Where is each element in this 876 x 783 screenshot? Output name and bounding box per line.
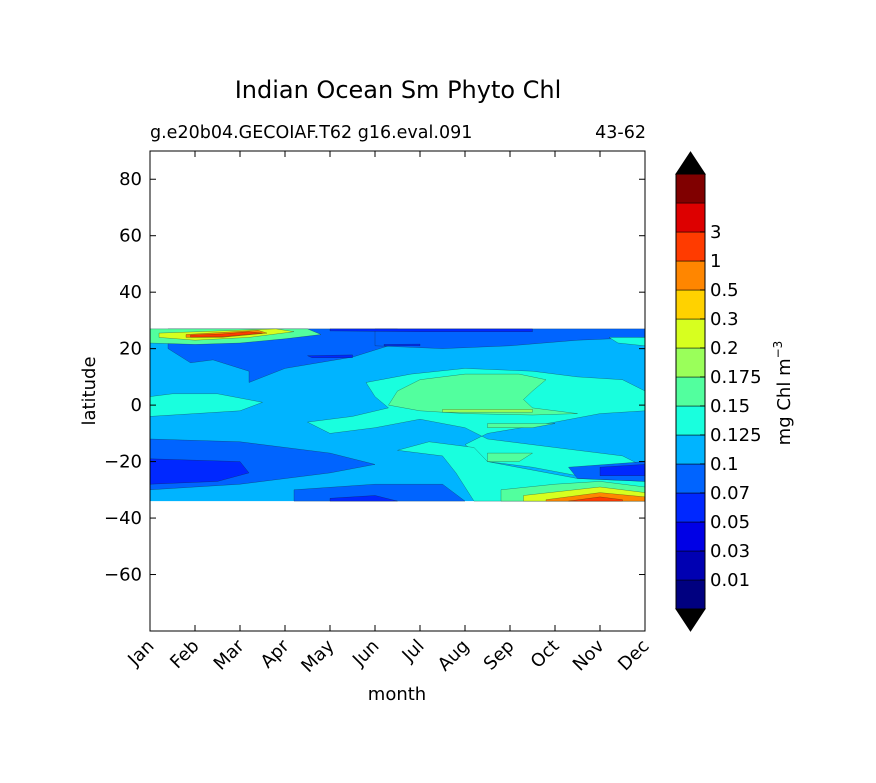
colorbar-segment bbox=[675, 231, 706, 262]
colorbar-segment bbox=[675, 434, 706, 465]
region-equator-green-3 bbox=[487, 452, 534, 462]
colorbar bbox=[675, 151, 706, 632]
colorbar-tick-label: 0.125 bbox=[710, 425, 762, 446]
colorbar-segment bbox=[675, 318, 706, 349]
colorbar-segment bbox=[675, 173, 706, 204]
y-tick-label: 20 bbox=[119, 339, 142, 360]
region-north-east-cyan bbox=[608, 337, 645, 347]
region-north-arabian-red bbox=[190, 331, 263, 338]
colorbar-segment bbox=[675, 202, 706, 233]
colorbar-tick-label: 0.1 bbox=[710, 454, 739, 475]
colorbar-extend-top bbox=[675, 151, 706, 175]
region-south-east-red bbox=[568, 496, 623, 502]
colorbar-segment bbox=[675, 260, 706, 291]
colorbar-tick-label: 1 bbox=[710, 251, 721, 272]
colorbar-segment bbox=[675, 521, 706, 552]
region-south-east-darker bbox=[599, 464, 645, 476]
y-tick-label: 0 bbox=[131, 395, 142, 416]
region-equator-cyan bbox=[306, 368, 645, 479]
colorbar-label: mg Chl m−3 bbox=[771, 341, 795, 446]
region-north-band-mid bbox=[374, 328, 645, 349]
colorbar-tick-label: 3 bbox=[710, 222, 721, 243]
x-tick-label: Apr bbox=[257, 635, 294, 672]
colorbar-segment bbox=[675, 405, 706, 436]
y-tick-label: −60 bbox=[104, 565, 142, 586]
colorbar-tick-label: 0.5 bbox=[710, 280, 739, 301]
x-tick-label: Jun bbox=[348, 636, 383, 671]
region-north-arabian-edge bbox=[329, 328, 533, 332]
region-equator-green-2 bbox=[487, 423, 556, 428]
region-south-east-orange bbox=[545, 492, 645, 502]
colorbar-segment bbox=[675, 289, 706, 320]
plot-frame bbox=[149, 150, 646, 632]
colorbar-label-exponent: −3 bbox=[771, 341, 785, 359]
x-tick-label: Jul bbox=[398, 636, 429, 667]
colorbar-frame bbox=[675, 173, 706, 610]
y-tick-label: 40 bbox=[119, 282, 142, 303]
region-south-mid-darker bbox=[329, 495, 398, 502]
x-tick-label: Feb bbox=[166, 636, 203, 673]
chart-title: Indian Ocean Sm Phyto Chl bbox=[235, 76, 562, 104]
colorbar-segment bbox=[675, 376, 706, 407]
x-tick-label: Oct bbox=[527, 636, 564, 673]
x-tick-label: May bbox=[297, 635, 338, 676]
contour-field bbox=[150, 328, 645, 502]
x-tick-label: Nov bbox=[569, 635, 609, 675]
colorbar-extend-bottom bbox=[675, 608, 706, 632]
colorbar-ticks: 0.01 0.03 0.05 0.07 0.1 0.125 0.15 0.175 0.2 0.3 0… bbox=[700, 222, 762, 591]
chart-subtitle-left: g.e20b04.GECOIAF.T62 g16.eval.091 bbox=[150, 123, 472, 143]
region-west-equator-cyan bbox=[150, 393, 264, 417]
region-equator-yellowgreen bbox=[442, 409, 533, 413]
colorbar-tick-label: 0.2 bbox=[710, 338, 739, 359]
colorbar-segment bbox=[675, 550, 706, 581]
y-axis-label: latitude bbox=[79, 356, 100, 425]
x-tick-label: Sep bbox=[480, 636, 519, 675]
colorbar-tick-label: 0.07 bbox=[710, 483, 750, 504]
region-south-mid-dark bbox=[293, 484, 466, 502]
colorbar-tick-label: 0.175 bbox=[710, 367, 762, 388]
x-axis-label: month bbox=[368, 684, 426, 705]
colorbar-label-base: mg Chl m bbox=[774, 358, 795, 445]
colorbar-tick-label: 0.03 bbox=[710, 541, 750, 562]
region-north-darkblue-2 bbox=[383, 343, 421, 346]
colorbar-tick-label: 0.01 bbox=[710, 570, 750, 591]
y-tick-label: −20 bbox=[104, 452, 142, 473]
region-north-darkblue-1 bbox=[307, 354, 353, 358]
y-tick-label: 60 bbox=[119, 226, 142, 247]
colorbar-tick-label: 0.3 bbox=[710, 309, 739, 330]
x-tick-label: Dec bbox=[614, 636, 653, 675]
y-axis: 80 60 40 20 0 −20 −40 −60 bbox=[104, 169, 645, 586]
colorbar-tick-label: 0.05 bbox=[710, 512, 750, 533]
colorbar-segment bbox=[675, 347, 706, 378]
y-tick-label: 80 bbox=[119, 169, 142, 190]
x-tick-label: Jan bbox=[123, 636, 158, 671]
colorbar-segment bbox=[675, 463, 706, 494]
region-equator-green bbox=[388, 373, 578, 416]
x-tick-label: Aug bbox=[434, 636, 474, 676]
colorbar-tick-label: 0.15 bbox=[710, 396, 750, 417]
y-tick-label: −40 bbox=[104, 508, 142, 529]
colorbar-segment bbox=[675, 492, 706, 523]
region-south-darker bbox=[150, 458, 250, 485]
x-tick-label: Mar bbox=[210, 635, 249, 674]
chart-subtitle-right: 43-62 bbox=[595, 123, 646, 143]
colorbar-segment bbox=[675, 579, 706, 610]
